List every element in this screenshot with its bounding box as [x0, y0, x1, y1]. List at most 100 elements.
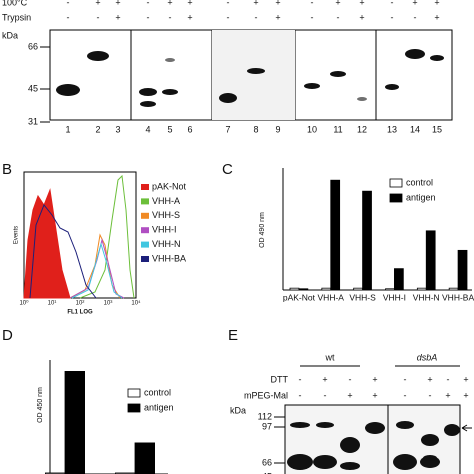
legend-label: VHH-N [152, 239, 181, 249]
marker-label: 66 [28, 41, 38, 51]
sign: + [187, 0, 192, 7]
bands [56, 49, 444, 107]
group-label: dsbA [417, 352, 438, 362]
lane-number: 7 [225, 124, 230, 134]
lane-number: 14 [410, 124, 420, 134]
x-tick-label: 10⁴ [131, 300, 141, 307]
legend-swatch [141, 241, 149, 248]
sign: - [67, 12, 70, 22]
sign: + [412, 0, 417, 7]
bar [385, 288, 395, 291]
lane-number: 8 [253, 124, 258, 134]
sign: + [372, 390, 377, 400]
bar [353, 287, 363, 291]
sign: + [434, 12, 439, 22]
histogram-curve [79, 174, 135, 299]
sign: + [445, 390, 450, 400]
lane-number: 3 [115, 124, 120, 134]
legend-swatch [389, 178, 403, 188]
sign: - [414, 12, 417, 22]
y-axis-label: Events [14, 226, 20, 244]
sign: + [335, 0, 340, 7]
sign: - [429, 390, 432, 400]
row-label: DTT [271, 374, 289, 384]
sign: - [404, 390, 407, 400]
legend-label: VHH-BA [152, 253, 186, 263]
y-axis-label: OD 450 nm [37, 387, 44, 423]
legend-label: antigen [144, 402, 174, 412]
unit-label: kDa [230, 405, 246, 415]
sign: - [391, 12, 394, 22]
legend-swatch [141, 212, 149, 219]
x-axis-label: FL1 LOG [67, 310, 93, 316]
x-tick-label: VHH-A [318, 292, 345, 302]
sign: - [391, 0, 394, 7]
sign: + [322, 374, 327, 384]
marker-label: 112 [258, 411, 272, 421]
flow-panel [23, 171, 137, 299]
panel-letter: E [228, 327, 238, 344]
sign: - [404, 374, 407, 384]
x-tick-label: 10³ [104, 301, 113, 307]
bar [457, 249, 468, 291]
legend-swatch [141, 184, 149, 190]
y-axis-label: OD 490 nm [259, 212, 266, 248]
legend-label: VHH-A [152, 196, 180, 206]
histogram-fill [23, 188, 71, 299]
legend-label: antigen [406, 192, 436, 202]
legend-swatch [127, 403, 141, 413]
bar [394, 268, 404, 291]
marker-label: 45 [262, 471, 272, 474]
bar [362, 190, 372, 291]
legend-swatch [141, 256, 149, 262]
bar [330, 179, 341, 291]
sign: - [227, 12, 230, 22]
marker-label: 66 [262, 457, 272, 467]
sign: - [311, 12, 314, 22]
bar [425, 230, 436, 291]
bar [448, 287, 459, 291]
lane-number: 12 [357, 124, 367, 134]
lane-number: 11 [333, 124, 342, 134]
lane-number: 10 [307, 124, 317, 134]
legend-label: pAK-Not [152, 181, 187, 191]
legend-swatch [127, 388, 141, 398]
panel-letter: D [2, 327, 13, 344]
sign: - [447, 374, 450, 384]
row-label: 100°C [2, 0, 28, 7]
sign: - [349, 374, 352, 384]
bar [64, 370, 86, 474]
panel-letter: B [2, 161, 12, 178]
x-tick-label: 10² [76, 301, 85, 307]
blot-bg [212, 30, 295, 120]
marker-label: 31 [28, 116, 38, 126]
x-tick-label: pAK-Not [283, 292, 316, 302]
blot-a [49, 29, 453, 121]
sign: + [463, 374, 468, 384]
blot-e [284, 365, 472, 474]
lane-number: 13 [387, 124, 397, 134]
lane-number: 6 [187, 124, 192, 134]
sign: + [427, 374, 432, 384]
row-label: Trypsin [2, 12, 31, 22]
arrow [461, 424, 472, 432]
sign: - [227, 0, 230, 7]
bar [416, 287, 427, 291]
x-tick-label: VHH-N [413, 292, 440, 302]
marker-label: 97 [262, 421, 272, 431]
lane-number: 9 [275, 124, 280, 134]
legend-label: control [406, 177, 433, 187]
sign: + [359, 0, 364, 7]
legend-label: VHH-I [152, 225, 177, 235]
sign: - [97, 12, 100, 22]
sign: - [67, 0, 70, 7]
bands [287, 421, 460, 470]
bar [134, 442, 156, 474]
legend-label: control [144, 387, 171, 397]
sign: + [359, 12, 364, 22]
bar [289, 287, 300, 291]
sign: + [115, 0, 120, 7]
bar [321, 287, 332, 291]
sign: + [115, 12, 120, 22]
